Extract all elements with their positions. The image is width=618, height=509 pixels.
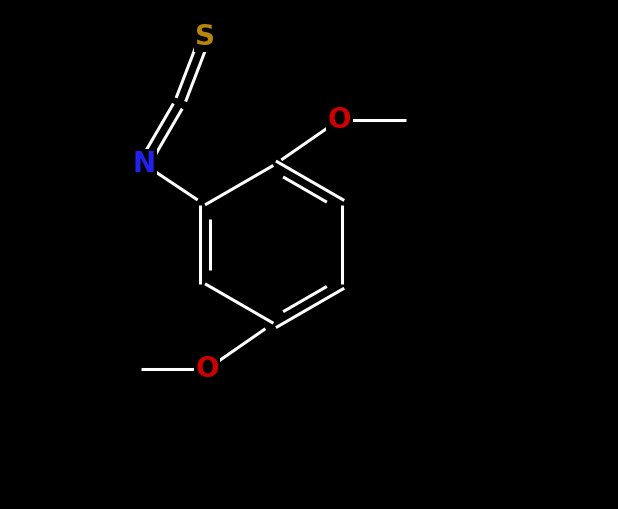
- Text: N: N: [132, 150, 156, 178]
- Text: O: O: [328, 105, 351, 134]
- Text: S: S: [195, 23, 215, 51]
- Text: O: O: [195, 355, 219, 383]
